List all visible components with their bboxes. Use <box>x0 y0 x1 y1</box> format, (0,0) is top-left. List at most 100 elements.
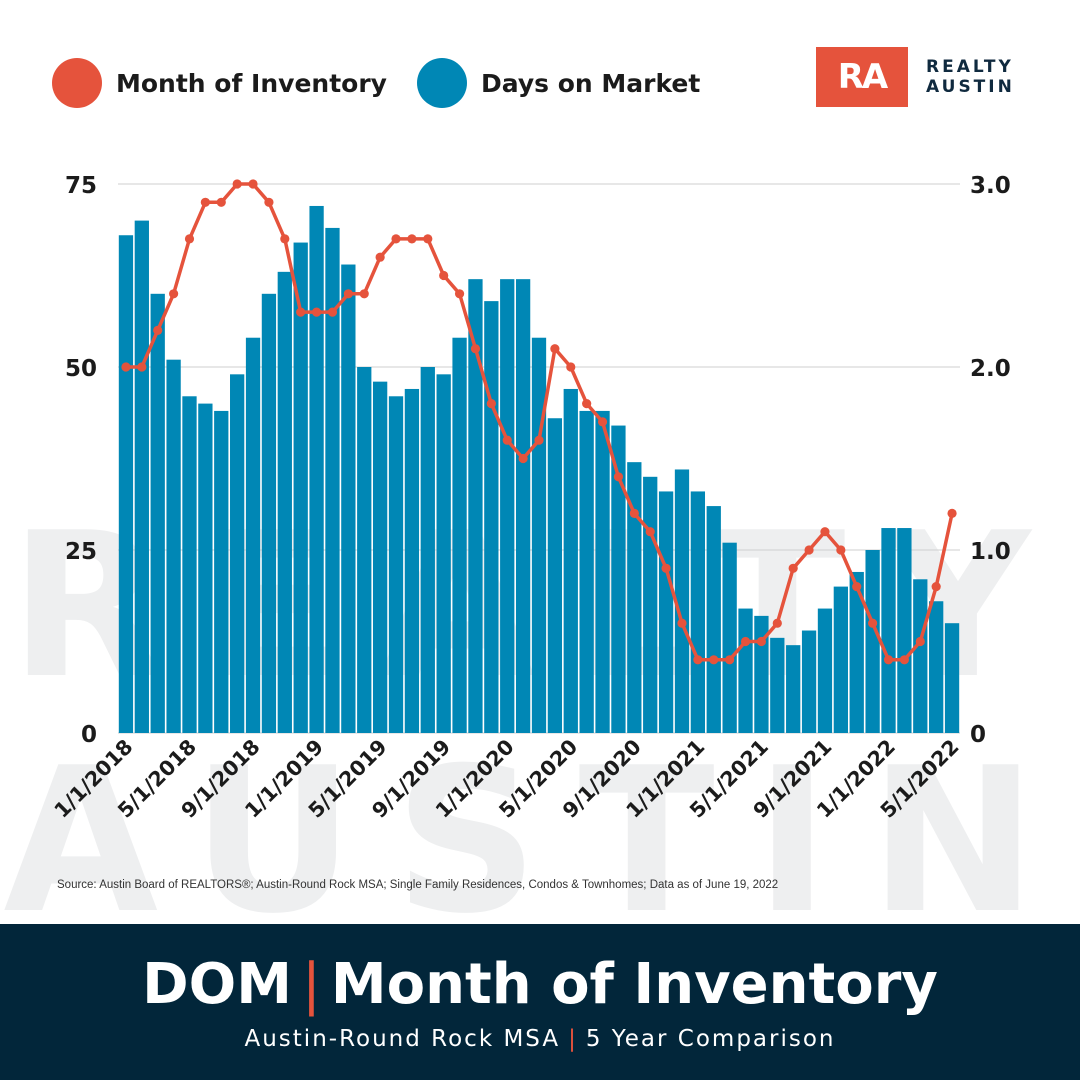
inventory-point-2018-02 <box>137 362 147 372</box>
dom-bar-2019-08 <box>420 367 435 733</box>
inventory-point-2019-02 <box>327 307 338 317</box>
inventory-point-2021-06 <box>772 618 782 628</box>
inventory-point-2018-06 <box>200 197 210 207</box>
combo-chart: 0 25 50 75 0 1.0 2.0 3.0 1/1/20185/1/20189/1/2… <box>49 173 1011 823</box>
legend-swatch-inventory <box>52 58 102 108</box>
dom-bar-2020-07 <box>595 410 610 733</box>
dom-bar-2020-03 <box>531 337 547 733</box>
inventory-point-2018-12 <box>296 307 306 317</box>
inventory-point-2019-05 <box>375 252 385 262</box>
dom-bar-2021-05 <box>754 615 769 733</box>
inventory-point-2021-12 <box>868 618 878 628</box>
dom-bar-2021-02 <box>706 506 721 733</box>
inventory-point-2020-07 <box>597 417 608 427</box>
dom-bar-2018-11 <box>277 271 292 733</box>
dom-bar-2020-05 <box>563 388 578 733</box>
dom-bar-2018-01 <box>118 235 134 734</box>
inventory-point-2021-04 <box>740 636 751 647</box>
footer-banner: DOM | Month of Inventory Austin-Round Rock… <box>0 924 1080 1080</box>
inventory-point-2019-01 <box>311 307 322 317</box>
inventory-point-2021-07 <box>788 563 798 573</box>
inventory-point-2022-02 <box>899 655 909 665</box>
left-tick-label-3: 75 <box>65 173 97 199</box>
footer-title-dom: DOM <box>142 952 292 1017</box>
dom-bar-2021-07 <box>786 645 801 733</box>
watermark-line-2: AUSTIN <box>3 725 1077 958</box>
inventory-point-2020-01 <box>502 435 512 445</box>
inventory-point-2022-04 <box>931 582 941 592</box>
dom-bar-2018-05 <box>182 396 197 733</box>
inventory-point-2020-12 <box>677 618 687 628</box>
inventory-point-2020-11 <box>661 563 671 573</box>
inventory-point-2018-09 <box>248 179 258 189</box>
inventory-point-2018-11 <box>280 234 290 244</box>
dom-bar-2018-02 <box>134 220 149 734</box>
inventory-point-2020-06 <box>582 399 592 409</box>
footer-title-separator: | <box>302 952 321 1017</box>
inventory-point-2022-03 <box>915 636 925 647</box>
dom-bar-2019-11 <box>468 279 483 733</box>
left-tick-label-1: 25 <box>65 539 97 565</box>
dom-bar-2019-09 <box>436 374 451 733</box>
dom-bar-2022-04 <box>929 601 944 733</box>
inventory-point-2019-09 <box>439 270 449 281</box>
dom-bar-2020-09 <box>627 462 642 733</box>
inventory-point-2018-05 <box>184 234 195 244</box>
dom-bar-2021-04 <box>738 608 753 733</box>
dom-bar-2022-01 <box>881 528 896 733</box>
dom-bar-2019-04 <box>357 367 372 733</box>
dom-bar-2019-10 <box>452 337 467 733</box>
dom-bar-2021-06 <box>770 637 785 733</box>
legend-label-dom: Days on Market <box>480 68 701 98</box>
dom-bar-2018-07 <box>214 410 229 733</box>
legend-item-inventory: Month of Inventory <box>52 58 387 108</box>
dom-bar-2018-06 <box>198 403 213 733</box>
dom-bar-2021-11 <box>849 571 864 733</box>
dom-bar-2019-03 <box>341 264 356 733</box>
dom-bar-2020-06 <box>579 410 594 733</box>
inventory-point-2018-04 <box>169 289 179 299</box>
right-tick-label-1: 1.0 <box>970 539 1011 565</box>
legend-label-inventory: Month of Inventory <box>116 68 387 98</box>
logo-mark: RA <box>816 47 908 107</box>
realty-austin-logo: RA REALTY AUSTIN <box>816 47 1015 107</box>
inventory-point-2019-10 <box>454 289 465 299</box>
dom-bar-2020-01 <box>500 279 515 733</box>
inventory-point-2019-08 <box>423 234 433 244</box>
left-axis-ticks: 0 25 50 75 <box>65 173 97 748</box>
inventory-point-2020-10 <box>645 527 655 537</box>
footer-subtitle-region: Austin-Round Rock MSA <box>244 1026 561 1052</box>
legend-swatch-dom <box>416 58 467 108</box>
logo-word-realty: REALTY <box>926 57 1014 77</box>
inventory-point-2021-01 <box>693 655 703 665</box>
dom-bar-2020-08 <box>611 425 626 733</box>
inventory-point-2019-03 <box>343 289 353 299</box>
inventory-point-2020-09 <box>629 508 639 518</box>
inventory-point-2020-03 <box>534 435 544 445</box>
dom-bars <box>118 205 960 734</box>
inventory-point-2018-03 <box>153 325 163 335</box>
dom-bar-2019-02 <box>325 227 340 734</box>
dom-bar-2019-06 <box>388 396 404 733</box>
inventory-point-2019-12 <box>486 399 496 409</box>
inventory-point-2018-10 <box>264 197 274 207</box>
dom-bar-2019-01 <box>309 205 324 733</box>
dom-bar-2019-05 <box>372 381 388 733</box>
inventory-point-2018-01 <box>121 362 131 372</box>
dom-bar-2021-08 <box>801 630 817 733</box>
inventory-points <box>121 179 957 665</box>
dom-bar-2019-07 <box>404 388 420 733</box>
logo-word-austin: AUSTIN <box>926 77 1015 97</box>
inventory-point-2021-05 <box>756 636 767 647</box>
dom-bar-2018-04 <box>166 359 181 733</box>
dom-bar-2020-10 <box>643 476 658 733</box>
inventory-point-2021-03 <box>725 655 735 665</box>
dom-bar-2018-09 <box>245 337 261 733</box>
dom-bar-2021-01 <box>690 491 706 733</box>
dom-bar-2021-09 <box>817 608 833 733</box>
inventory-point-2020-05 <box>566 362 576 372</box>
inventory-point-2022-01 <box>883 655 894 665</box>
right-tick-label-2: 2.0 <box>970 356 1011 382</box>
footer-title-inventory: Month of Inventory <box>330 952 938 1017</box>
dom-bar-2020-12 <box>674 469 690 733</box>
